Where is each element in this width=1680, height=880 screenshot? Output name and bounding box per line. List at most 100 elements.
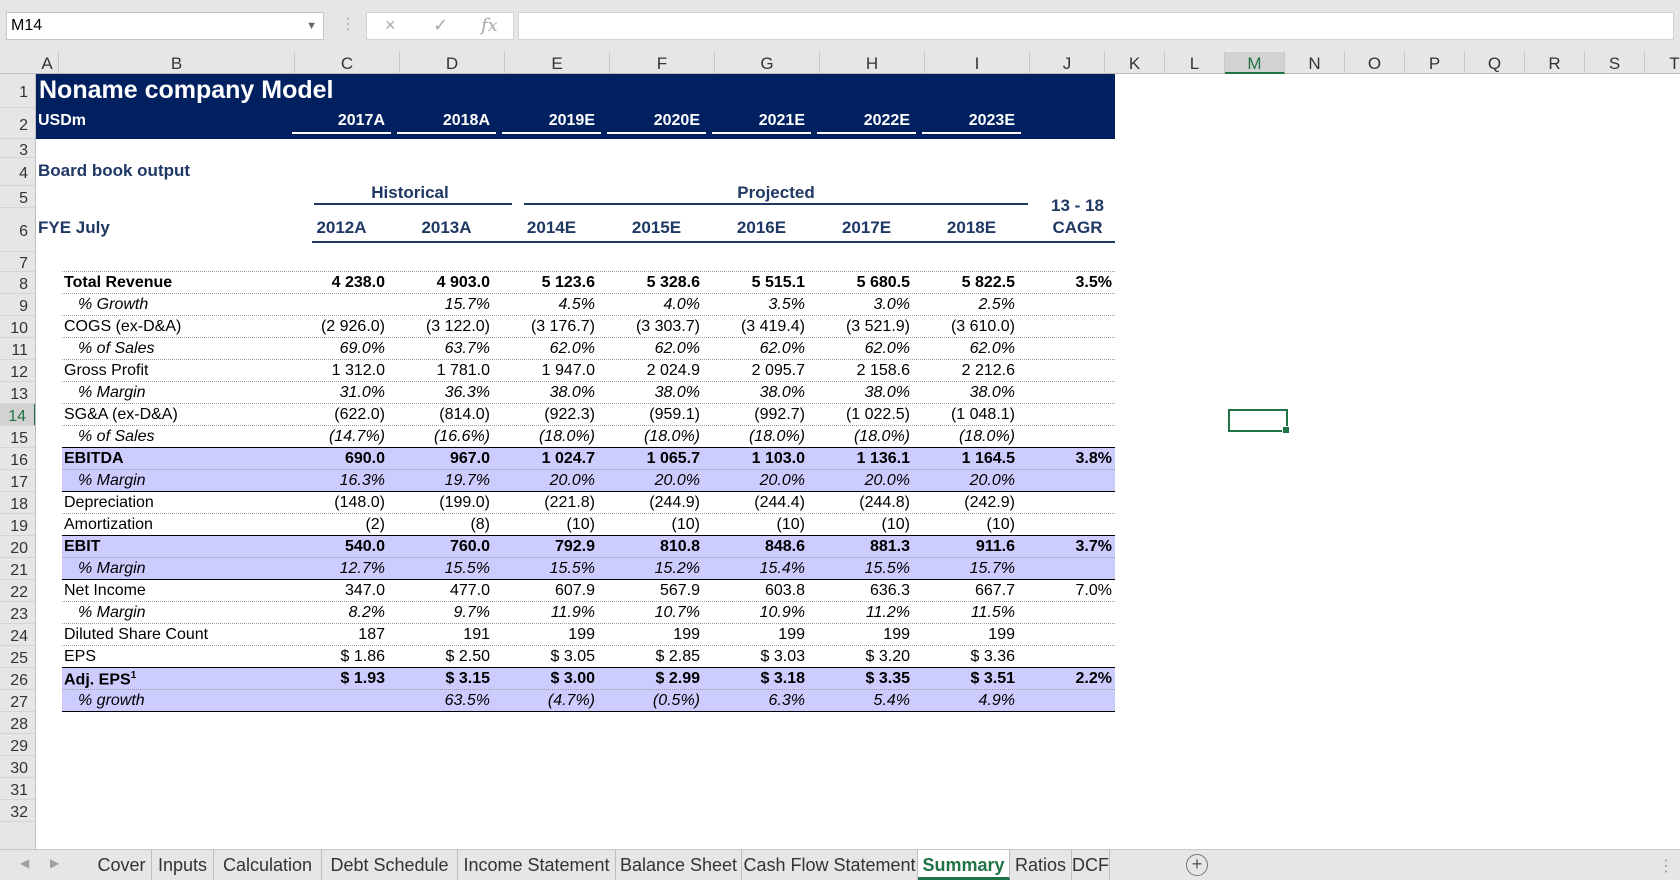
tab-calculation[interactable]: Calculation [214,850,322,880]
value-cell[interactable]: (4.7%) [547,692,595,709]
value-cell[interactable]: $ 3.20 [865,648,910,665]
value-cell[interactable]: (148.0) [334,494,385,511]
row-header-23[interactable]: 23 [0,602,35,624]
row-header-27[interactable]: 27 [0,690,35,712]
value-cell[interactable]: 848.6 [764,538,805,555]
value-cell[interactable]: (18.0%) [853,428,910,445]
value-cell[interactable]: (1 048.1) [950,406,1015,423]
value-cell[interactable]: 1 164.5 [961,450,1015,467]
value-cell[interactable]: $ 3.05 [550,648,595,665]
value-cell[interactable]: (244.9) [649,494,700,511]
value-cell[interactable]: $ 3.36 [970,648,1015,665]
value-cell[interactable]: 1 312.0 [331,362,385,379]
value-cell[interactable]: 2.5% [978,296,1015,313]
value-cell[interactable]: 5 123.6 [541,274,595,291]
column-header-q[interactable]: Q [1465,52,1525,74]
value-cell[interactable]: 11.9% [550,604,595,621]
column-header-n[interactable]: N [1285,52,1345,74]
value-cell[interactable]: 16.3% [339,472,385,489]
row-header-4[interactable]: 4 [0,158,35,186]
value-cell[interactable]: 199 [778,626,805,643]
add-sheet-icon[interactable]: + [1186,854,1208,876]
value-cell[interactable]: 62.0% [549,340,595,357]
value-cell[interactable]: 4.5% [558,296,595,313]
more-options-icon[interactable]: ⋮ [1658,858,1674,875]
column-header-e[interactable]: E [505,52,610,74]
column-header-a[interactable]: A [36,52,59,74]
row-header-10[interactable]: 10 [0,316,35,338]
value-cell[interactable]: 667.7 [974,582,1015,599]
value-cell[interactable]: 1 136.1 [856,450,910,467]
row-header-20[interactable]: 20 [0,536,35,558]
value-cell[interactable]: 636.3 [869,582,910,599]
tab-income-statement[interactable]: Income Statement [458,850,616,880]
value-cell[interactable]: (1 022.5) [845,406,910,423]
value-cell[interactable]: 5 328.6 [646,274,700,291]
value-cell[interactable]: $ 2.85 [655,648,700,665]
value-cell[interactable]: (10) [671,516,700,533]
value-cell[interactable]: 63.5% [444,692,490,709]
value-cell[interactable]: $ 1.86 [340,648,385,665]
value-cell[interactable]: 199 [568,626,595,643]
column-header-m[interactable]: M [1225,52,1285,74]
value-cell[interactable]: 1 781.0 [436,362,490,379]
value-cell[interactable]: (244.8) [859,494,910,511]
value-cell[interactable]: 5 680.5 [856,274,910,291]
value-cell[interactable]: 1 103.0 [751,450,805,467]
value-cell[interactable]: (3 176.7) [530,318,595,335]
formula-input[interactable] [518,12,1674,40]
value-cell[interactable]: $ 3.00 [550,670,595,687]
value-cell[interactable]: (18.0%) [958,428,1015,445]
value-cell[interactable]: 967.0 [449,450,490,467]
value-cell[interactable]: 31.0% [339,384,385,401]
value-cell[interactable]: (992.7) [754,406,805,423]
value-cell[interactable]: 4 238.0 [331,274,385,291]
value-cell[interactable]: 3.5% [768,296,805,313]
row-header-13[interactable]: 13 [0,382,35,404]
value-cell[interactable]: 15.4% [759,560,805,577]
column-header-r[interactable]: R [1525,52,1585,74]
value-cell[interactable]: 38.0% [759,384,805,401]
row-header-1[interactable]: 1 [0,74,35,108]
value-cell[interactable]: 62.0% [864,340,910,357]
row-header-8[interactable]: 8 [0,272,35,294]
value-cell[interactable]: 11.5% [970,604,1015,621]
column-header-k[interactable]: K [1105,52,1165,74]
value-cell[interactable]: 15.5% [864,560,910,577]
row-header-9[interactable]: 9 [0,294,35,316]
value-cell[interactable]: 2 024.9 [646,362,700,379]
row-header-30[interactable]: 30 [0,756,35,778]
value-cell[interactable]: $ 3.15 [445,670,490,687]
value-cell[interactable]: (922.3) [544,406,595,423]
column-header-d[interactable]: D [400,52,505,74]
tab-balance-sheet[interactable]: Balance Sheet [616,850,742,880]
value-cell[interactable]: (3 303.7) [635,318,700,335]
value-cell[interactable]: 20.0% [969,472,1015,489]
value-cell[interactable]: 1 947.0 [541,362,595,379]
value-cell[interactable]: 4 903.0 [436,274,490,291]
value-cell[interactable]: 15.5% [444,560,490,577]
row-header-7[interactable]: 7 [0,252,35,272]
value-cell[interactable]: $ 3.51 [970,670,1015,687]
row-header-32[interactable]: 32 [0,800,35,822]
value-cell[interactable]: $ 3.18 [760,670,805,687]
row-header-29[interactable]: 29 [0,734,35,756]
value-cell[interactable]: 191 [463,626,490,643]
row-header-18[interactable]: 18 [0,492,35,514]
row-header-5[interactable]: 5 [0,186,35,208]
value-cell[interactable]: $ 3.35 [865,670,910,687]
value-cell[interactable]: (622.0) [334,406,385,423]
tab-inputs[interactable]: Inputs [152,850,214,880]
row-header-19[interactable]: 19 [0,514,35,536]
value-cell[interactable]: 911.6 [975,538,1015,555]
row-header-25[interactable]: 25 [0,646,35,668]
row-header-6[interactable]: 6 [0,208,35,252]
value-cell[interactable]: 5 822.5 [961,274,1015,291]
value-cell[interactable]: 38.0% [864,384,910,401]
value-cell[interactable]: $ 3.03 [760,648,805,665]
value-cell[interactable]: 199 [988,626,1015,643]
value-cell[interactable]: (959.1) [649,406,700,423]
value-cell[interactable]: 20.0% [759,472,805,489]
row-header-12[interactable]: 12 [0,360,35,382]
column-header-g[interactable]: G [715,52,820,74]
